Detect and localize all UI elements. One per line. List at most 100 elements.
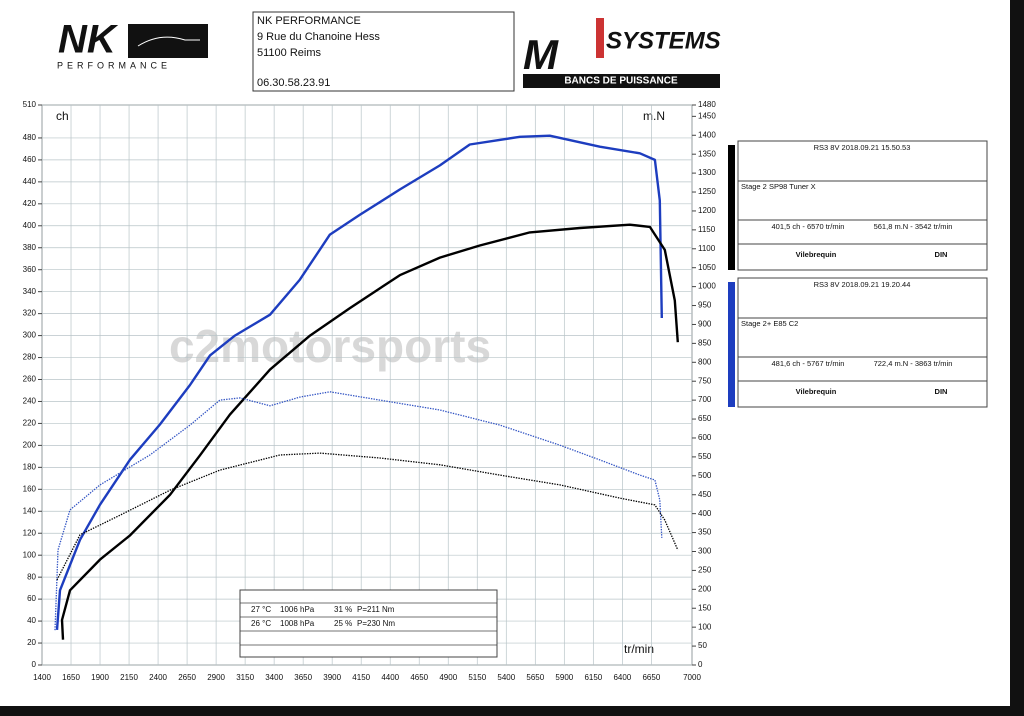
y-tick-label: 180 xyxy=(23,462,37,471)
series-line xyxy=(56,452,679,581)
y-tick-label: 260 xyxy=(23,375,37,384)
address-box xyxy=(252,11,515,92)
y2-tick-label: 1300 xyxy=(698,168,716,177)
series-line xyxy=(60,223,679,640)
y-tick-label: 220 xyxy=(23,419,37,428)
x-tick-label: 2900 xyxy=(207,673,225,682)
result-stage: Stage 2+ E85 C2 xyxy=(741,319,798,328)
x-tick-label: 5150 xyxy=(468,673,486,682)
y2-axis-label: m.N xyxy=(643,109,665,123)
y2-tick-label: 1200 xyxy=(698,206,716,215)
y2-tick-label: 550 xyxy=(698,452,712,461)
result-left: Vilebrequin xyxy=(796,387,837,396)
x-tick-label: 5400 xyxy=(497,673,515,682)
x-tick-label: 1650 xyxy=(62,673,80,682)
y-tick-label: 0 xyxy=(32,660,37,669)
y-tick-label: 40 xyxy=(27,616,36,625)
y2-tick-label: 350 xyxy=(698,528,712,537)
y2-tick-label: 300 xyxy=(698,547,712,556)
x-tick-label: 2150 xyxy=(120,673,138,682)
y-tick-label: 200 xyxy=(23,441,37,450)
x-axis-label: tr/min xyxy=(624,642,654,656)
result-power: 481,6 ch - 5767 tr/min xyxy=(772,359,845,368)
x-tick-label: 7000 xyxy=(683,673,701,682)
x-tick-label: 1400 xyxy=(33,673,51,682)
result-torque: 722,4 m.N - 3863 tr/min xyxy=(874,359,953,368)
x-tick-label: 6650 xyxy=(642,673,660,682)
result-bar xyxy=(728,145,735,270)
y2-tick-label: 250 xyxy=(698,566,712,575)
x-tick-label: 5900 xyxy=(555,673,573,682)
y2-tick-label: 1450 xyxy=(698,111,716,120)
conditions-cell: 27 °C xyxy=(251,605,271,614)
y-tick-label: 420 xyxy=(23,199,37,208)
conditions-cell: P=211 Nm xyxy=(357,605,395,614)
y-tick-label: 400 xyxy=(23,221,37,230)
y2-tick-label: 900 xyxy=(698,320,712,329)
result-left: Vilebrequin xyxy=(796,250,837,259)
result-box xyxy=(737,140,988,271)
x-tick-label: 2400 xyxy=(149,673,167,682)
conditions-cell: 26 °C xyxy=(251,619,271,628)
logo-right: M SYSTEMS BANCS DE PUISSANCE xyxy=(523,18,721,88)
plot-frame xyxy=(41,104,693,666)
y2-tick-label: 1050 xyxy=(698,263,716,272)
x-tick-label: 1900 xyxy=(91,673,109,682)
result-run: RS3 8V 2018.09.21 19.20.44 xyxy=(814,280,911,289)
logo-sub: PERFORMANCE xyxy=(57,60,171,70)
y-tick-label: 240 xyxy=(23,397,37,406)
result-power: 401,5 ch - 6570 tr/min xyxy=(772,222,845,231)
series-line xyxy=(55,134,663,630)
y-tick-label: 340 xyxy=(23,287,37,296)
y-tick-label: 440 xyxy=(23,177,37,186)
y-tick-label: 360 xyxy=(23,265,37,274)
y-tick-label: 60 xyxy=(27,594,36,603)
result-box xyxy=(737,277,988,408)
y2-tick-label: 1100 xyxy=(698,244,716,253)
y2-tick-label: 1350 xyxy=(698,149,716,158)
x-tick-label: 3900 xyxy=(323,673,341,682)
y-tick-label: 460 xyxy=(23,155,37,164)
conditions-box xyxy=(239,589,498,658)
logo-car xyxy=(137,36,200,47)
conditions-cell: P=230 Nm xyxy=(357,619,395,628)
y-tick-label: 120 xyxy=(23,528,37,537)
conditions-cell: 1008 hPa xyxy=(280,619,315,628)
y-tick-label: 380 xyxy=(23,243,37,252)
y2-tick-label: 800 xyxy=(698,357,712,366)
x-tick-label: 4650 xyxy=(410,673,428,682)
x-tick-label: 3650 xyxy=(294,673,312,682)
y-tick-label: 300 xyxy=(23,331,37,340)
x-tick-label: 6400 xyxy=(613,673,631,682)
series-line xyxy=(54,391,663,631)
y-axis-label: ch xyxy=(56,109,69,123)
y2-tick-label: 450 xyxy=(698,490,712,499)
y2-tick-label: 400 xyxy=(698,509,712,518)
logo-mark: NK xyxy=(58,18,119,62)
y2-tick-label: 50 xyxy=(698,641,707,650)
y2-tick-label: 1250 xyxy=(698,187,716,196)
y2-tick-label: 1000 xyxy=(698,282,716,291)
x-tick-label: 4900 xyxy=(439,673,457,682)
y2-tick-label: 150 xyxy=(698,603,712,612)
address-line: 9 Rue du Chanoine Hess xyxy=(257,31,380,43)
result-run: RS3 8V 2018.09.21 15.50.53 xyxy=(814,143,911,152)
watermark: c2motorsports xyxy=(169,320,491,372)
y2-tick-label: 700 xyxy=(698,395,712,404)
conditions-cell: 25 % xyxy=(334,619,352,628)
y2-tick-label: 1400 xyxy=(698,130,716,139)
address-line: NK PERFORMANCE xyxy=(257,15,361,27)
y2-tick-label: 750 xyxy=(698,376,712,385)
y2-tick-label: 1150 xyxy=(698,225,716,234)
logo-sub: BANCS DE PUISSANCE xyxy=(564,76,678,87)
logo-name: SYSTEMS xyxy=(606,27,721,54)
logo-mark: M xyxy=(523,31,559,78)
y2-tick-label: 850 xyxy=(698,338,712,347)
result-stage: Stage 2 SP98 Tuner X xyxy=(741,182,816,191)
y2-tick-label: 200 xyxy=(698,584,712,593)
y-tick-label: 480 xyxy=(23,133,37,142)
edge xyxy=(0,706,1024,716)
y2-tick-label: 1480 xyxy=(698,100,716,109)
